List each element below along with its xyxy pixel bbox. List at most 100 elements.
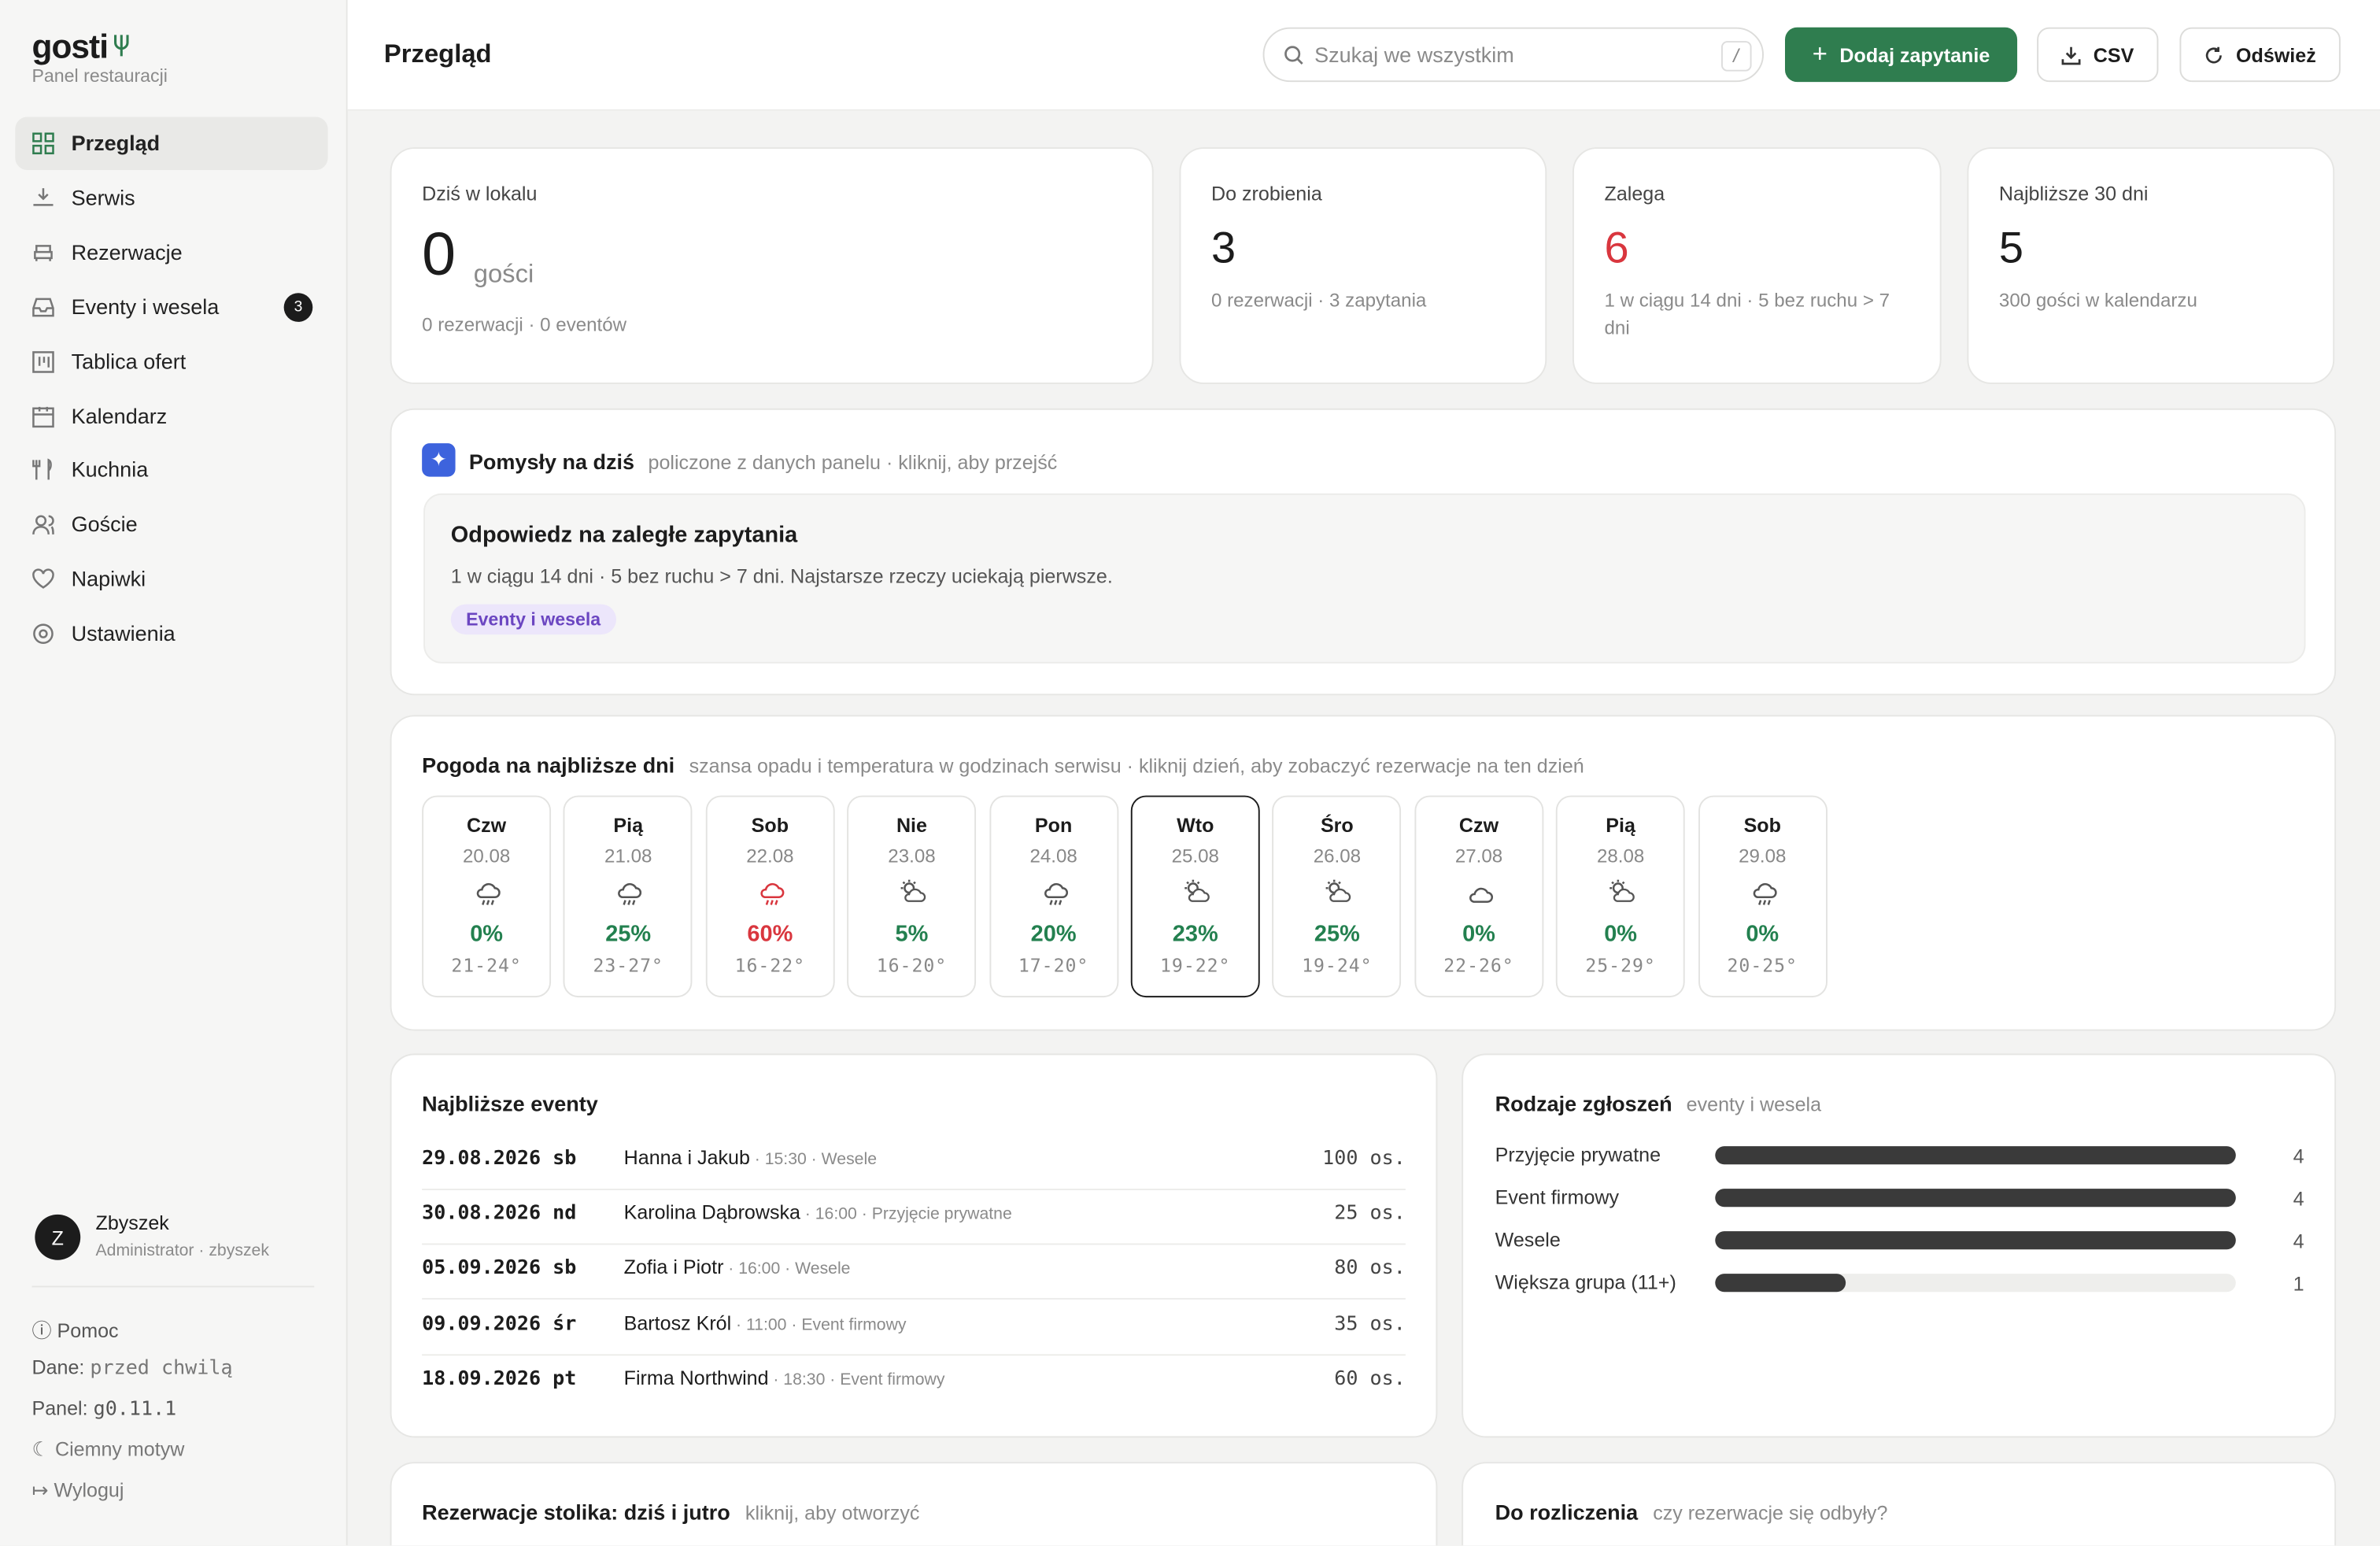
event-row[interactable]: 09.09.2026 śr Bartosz Król · 11:00 · Event… (422, 1308, 1406, 1356)
event-row[interactable]: 05.09.2026 sb Zofia i Piotr · 16:00 · Wese… (422, 1253, 1406, 1300)
event-guests: 25 os. (1334, 1202, 1406, 1226)
theme-toggle[interactable]: ☾ Ciemny motyw (31, 1437, 185, 1461)
weather-day[interactable]: Śro 26.08 25% 19-24° (1272, 795, 1402, 998)
weather-temp: 16-20° (876, 955, 948, 977)
event-guests: 80 os. (1334, 1257, 1406, 1281)
panel-version: Panel: g0.11.1 (31, 1396, 176, 1421)
brand-name: gosti (31, 27, 109, 65)
weather-icon (1466, 879, 1497, 917)
event-guests: 60 os. (1334, 1367, 1406, 1391)
nav-label: Tablica ofert (71, 348, 187, 373)
stat-card: Do zrobienia 3 0 rezerwacji · 3 zapytania (1179, 147, 1547, 384)
add-button[interactable]: + Dodaj zapytanie (1784, 27, 2018, 83)
weather-temp: 17-20° (1018, 955, 1089, 977)
ideas-icon: ✦ (422, 443, 456, 477)
ideas-card: ✦ Pomysły na dziś policzone z danych pan… (390, 408, 2337, 696)
nav-icon (31, 513, 54, 544)
bar (1715, 1189, 2236, 1208)
types-subtitle: eventy i wesela (1686, 1093, 1822, 1116)
nav-item[interactable]: Przegląd (15, 117, 328, 170)
refresh-button[interactable]: Odśwież (2179, 27, 2341, 83)
weather-day[interactable]: Pią 21.08 25% 23-27° (564, 795, 693, 998)
weather-date: 26.08 (1313, 845, 1362, 867)
weather-day[interactable]: Pią 28.08 0% 25-29° (1556, 795, 1686, 998)
event-name: Karolina Dąbrowska (623, 1200, 801, 1224)
nav-label: Eventy i wesela (71, 294, 220, 319)
event-row[interactable]: 18.09.2026 pt Firma Northwind · 18:30 · Ev… (422, 1363, 1406, 1408)
weather-weekday: Pią (1606, 813, 1635, 837)
nav-label: Napiwki (71, 566, 146, 591)
nav-icon (31, 405, 54, 435)
type-label: Event firmowy (1495, 1185, 1620, 1209)
nav-item[interactable]: Ustawienia (15, 608, 327, 661)
user-name: Zbyszek (95, 1211, 169, 1234)
bar (1715, 1231, 2236, 1250)
event-row[interactable]: 30.08.2026 nd Karolina Dąbrowska · 16:00 ·… (422, 1198, 1406, 1245)
weather-rain: 5% (895, 921, 929, 948)
weather-weekday: Śro (1320, 813, 1354, 837)
reservations-subtitle: kliknij, aby otworzyć (745, 1501, 920, 1525)
weather-day[interactable]: Nie 23.08 5% 16-20° (847, 795, 977, 998)
weather-temp: 23-27° (593, 955, 663, 977)
weather-rain: 25% (1314, 921, 1360, 948)
weather-rain: 60% (747, 921, 793, 948)
events-card: Najbliższe eventy 29.08.2026 sb Hanna i J… (390, 1053, 1438, 1438)
weather-day[interactable]: Pon 24.08 20% 17-20° (989, 795, 1118, 998)
weather-rain: 0% (470, 921, 504, 948)
stat-unit: gości (473, 259, 534, 289)
nav-badge: 3 (283, 292, 313, 322)
event-name: Hanna i Jakub (623, 1146, 750, 1169)
weather-temp: 16-22° (734, 955, 806, 977)
event-name: Bartosz Król (623, 1311, 732, 1334)
help-link[interactable]: ⓘ Pomoc (31, 1319, 119, 1342)
event-date: 30.08.2026 nd (422, 1202, 577, 1226)
stat-label: Najbliższe 30 dni (1998, 182, 2149, 205)
event-line: Bartosz Król · 11:00 · Event firmowy (624, 1311, 907, 1334)
nav-item[interactable]: Kalendarz (15, 390, 327, 443)
weather-temp: 19-24° (1302, 955, 1373, 977)
weather-day[interactable]: Czw 20.08 0% 21-24° (422, 795, 552, 998)
event-guests: 100 os. (1322, 1147, 1406, 1171)
event-line: Hanna i Jakub · 15:30 · Wesele (624, 1146, 877, 1169)
event-meta: · 16:00 · Przyjęcie prywatne (804, 1205, 1012, 1224)
nav-item[interactable]: Tablica ofert (15, 335, 327, 388)
type-label: Wesele (1495, 1228, 1561, 1252)
stat-card: Zalega 6 1 w ciągu 14 dni · 5 bez ruchu > … (1572, 147, 1942, 384)
settlement-card: Do rozliczenia czy rezerwacje się odbyły… (1462, 1462, 2337, 1546)
avatar: Z (35, 1214, 81, 1260)
bar-track (1715, 1274, 2236, 1293)
nav-icon (31, 459, 54, 490)
idea-item[interactable]: Odpowiedz na zaległe zapytania 1 w ciągu… (423, 493, 2306, 664)
weather-day[interactable]: Wto 25.08 23% 19-22° (1130, 795, 1260, 998)
event-line: Karolina Dąbrowska · 16:00 · Przyjęcie pr… (624, 1201, 1012, 1224)
event-date: 18.09.2026 pt (422, 1367, 577, 1391)
weather-icon (899, 879, 929, 917)
logout[interactable]: ↦ Wyloguj (31, 1478, 124, 1502)
csv-button[interactable]: CSV (2037, 27, 2159, 83)
nav-item[interactable]: Serwis (15, 172, 327, 224)
user-role: Administrator · zbyszek (95, 1241, 269, 1260)
search-icon (1284, 46, 1303, 65)
weather-date: 22.08 (746, 845, 794, 867)
event-name: Firma Northwind (623, 1366, 769, 1389)
event-row[interactable]: 29.08.2026 sb Hanna i Jakub · 15:30 · Wese… (422, 1143, 1406, 1190)
logout-text: Wyloguj (54, 1478, 124, 1502)
nav-item[interactable]: Eventy i wesela 3 (15, 280, 327, 334)
weather-icon (474, 879, 504, 917)
weather-day[interactable]: Sob 29.08 0% 20-25° (1698, 795, 1828, 998)
types-title: Rodzaje zgłoszeń (1495, 1091, 1672, 1116)
nav-label: Serwis (71, 185, 135, 209)
nav-item[interactable]: Napiwki (15, 553, 327, 606)
nav-item[interactable]: Kuchnia (15, 444, 327, 497)
idea-text: 1 w ciągu 14 dni · 5 bez ruchu > 7 dni. … (450, 564, 1113, 588)
weather-day[interactable]: Czw 27.08 0% 22-26° (1414, 795, 1543, 998)
reservations-title: Rezerwacje stolika: dziś i jutro (422, 1500, 730, 1525)
stat-detail: 1 w ciągu 14 dni · 5 bez ruchu > 7 dni (1604, 290, 1890, 339)
nav-item[interactable]: Goście (15, 498, 327, 552)
weather-day[interactable]: Sob 22.08 60% 16-22° (705, 795, 835, 998)
search-box[interactable]: Szukaj we wszystkim / (1262, 27, 1764, 83)
page-title: Przegląd (383, 39, 492, 68)
nav-item[interactable]: Rezerwacje (15, 226, 327, 279)
